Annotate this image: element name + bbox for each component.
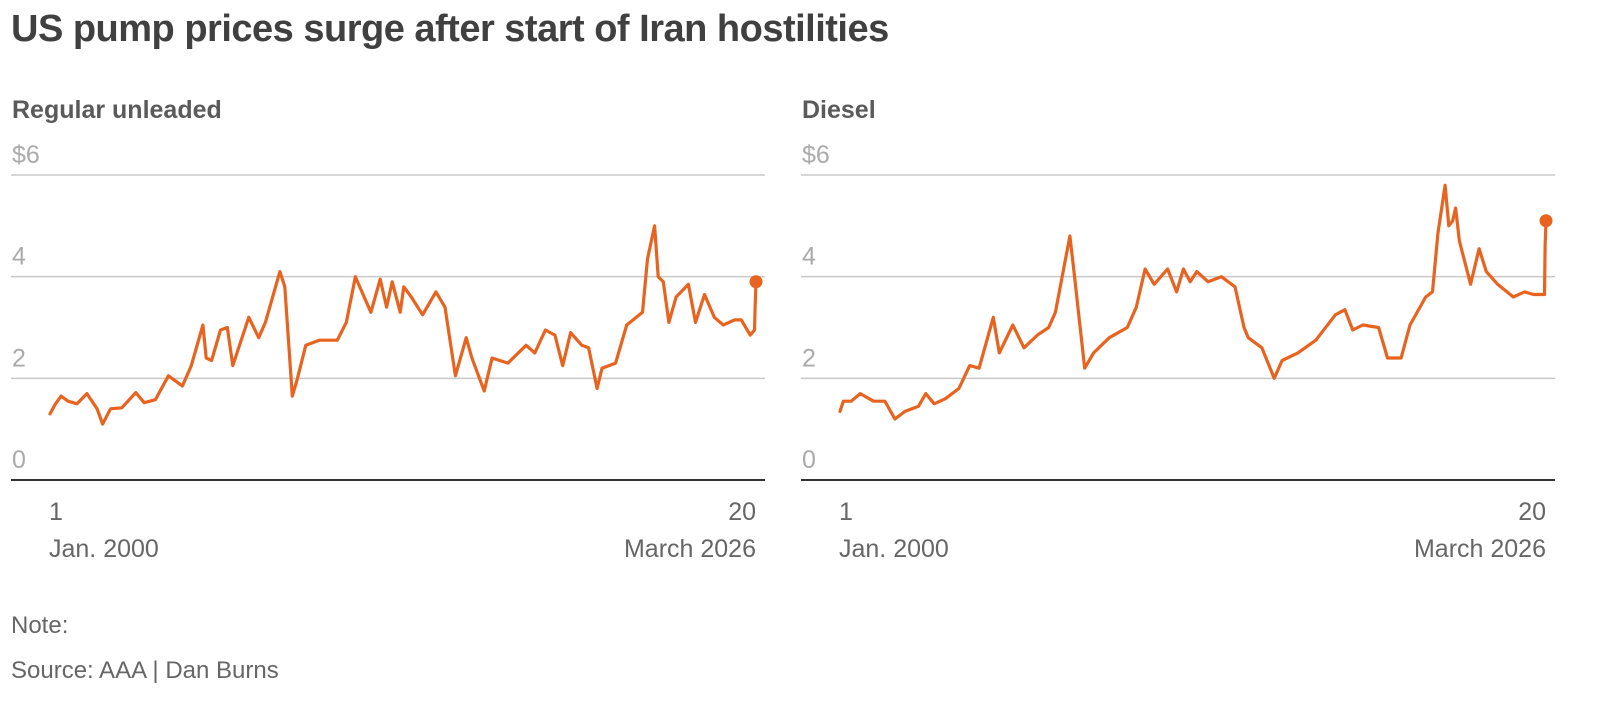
regular-unleaded-chart: Regular unleaded 0 2 4 $6 1 Jan. 2000 20 March 2… [11, 96, 765, 563]
y-tick-label: 0 [802, 446, 816, 474]
latest-price-marker [1539, 214, 1553, 228]
x-tick-label: 20 [728, 498, 756, 526]
y-tick-label: $6 [12, 141, 40, 169]
latest-price-marker [749, 275, 763, 289]
regular-unleaded-panel: Regular unleaded 0 2 4 $6 1 Jan. 2000 20 March 2… [0, 90, 800, 590]
chart-title: US pump prices surge after start of Iran… [11, 8, 889, 50]
chart-source: Source: AAA | Dan Burns [11, 657, 279, 684]
price-line [48, 224, 758, 426]
price-line [838, 183, 1548, 421]
y-tick-label: 4 [802, 243, 816, 271]
y-tick-label: 2 [12, 344, 26, 372]
y-tick-label: 4 [12, 243, 26, 271]
x-tick-label: 1 [49, 498, 63, 526]
x-tick-sublabel: Jan. 2000 [839, 535, 949, 563]
x-tick-label: 1 [839, 498, 853, 526]
x-tick-sublabel: March 2026 [624, 535, 756, 563]
y-tick-label: $6 [802, 141, 830, 169]
y-tick-label: 0 [12, 446, 26, 474]
x-tick-sublabel: March 2026 [1414, 535, 1546, 563]
panel-subtitle: Regular unleaded [12, 96, 222, 124]
chart-note: Note: [11, 612, 69, 639]
diesel-panel: Diesel 0 2 4 $6 1 Jan. 2000 20 March 2026 [790, 90, 1590, 590]
x-tick-label: 20 [1518, 498, 1546, 526]
diesel-chart: Diesel 0 2 4 $6 1 Jan. 2000 20 March 2026 [801, 96, 1555, 563]
panel-subtitle: Diesel [802, 96, 876, 124]
x-tick-sublabel: Jan. 2000 [49, 535, 159, 563]
y-tick-label: 2 [802, 344, 816, 372]
